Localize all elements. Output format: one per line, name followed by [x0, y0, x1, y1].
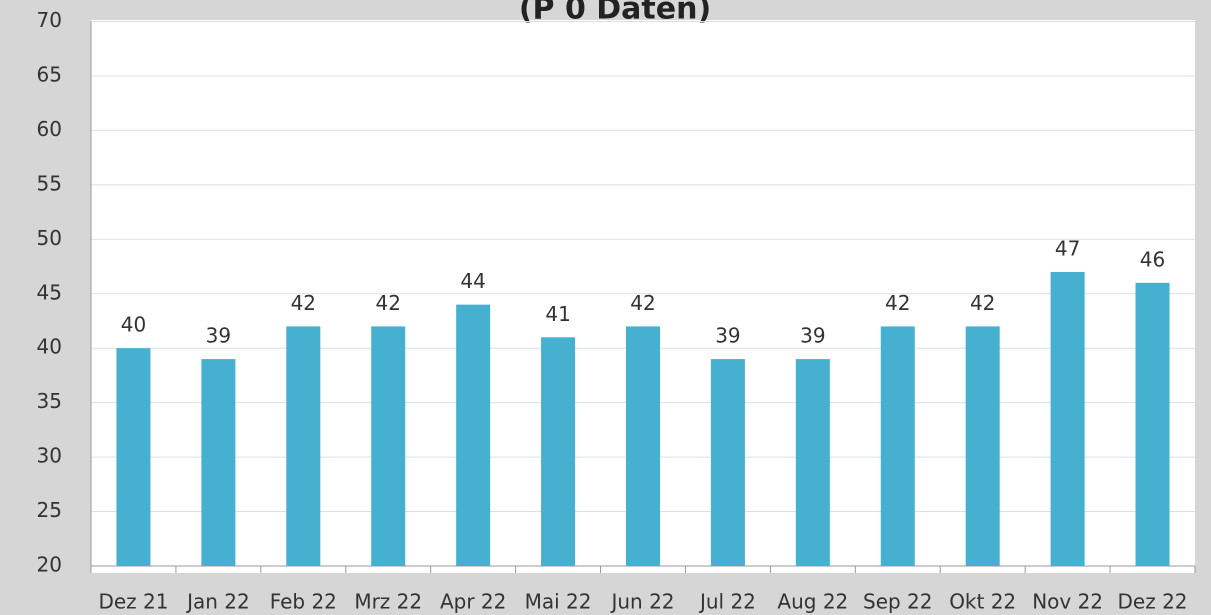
bar — [371, 326, 406, 566]
x-tick-label: Dez 22 — [1118, 590, 1188, 614]
x-tick-label: Aug 22 — [777, 590, 848, 614]
x-tick-label: Jun 22 — [609, 590, 674, 614]
bar — [965, 326, 1000, 566]
bar — [541, 337, 576, 566]
data-label: 47 — [1055, 236, 1080, 260]
y-tick-label: 60 — [37, 117, 62, 141]
x-tick-label: Apr 22 — [440, 590, 506, 614]
bar — [201, 359, 236, 566]
y-tick-label: 40 — [37, 335, 62, 359]
data-label: 41 — [545, 302, 570, 326]
bar — [795, 359, 830, 566]
y-tick-label: 55 — [37, 171, 62, 195]
data-label: 46 — [1140, 247, 1165, 271]
x-tick-label: Mai 22 — [525, 590, 592, 614]
bar — [286, 326, 321, 566]
chart-title: (P 0 Daten) — [519, 0, 711, 27]
bar — [1135, 282, 1170, 566]
y-tick-label: 50 — [37, 226, 62, 250]
data-label: 42 — [291, 291, 316, 315]
y-tick-label: 45 — [37, 280, 62, 304]
y-tick-label: 20 — [37, 553, 62, 577]
x-tick-label: Nov 22 — [1032, 590, 1103, 614]
data-label: 42 — [630, 291, 655, 315]
x-tick-label: Jan 22 — [185, 590, 250, 614]
data-label: 39 — [206, 324, 231, 348]
data-label: 39 — [715, 324, 740, 348]
x-tick-label: Jul 22 — [698, 590, 756, 614]
y-tick-label: 35 — [37, 389, 62, 413]
bar — [626, 326, 660, 566]
y-tick-label: 25 — [37, 498, 62, 522]
data-label: 40 — [121, 313, 146, 337]
data-label: 44 — [460, 269, 485, 293]
x-tick-label: Feb 22 — [270, 590, 337, 614]
data-label: 39 — [800, 324, 825, 348]
bar — [116, 348, 151, 566]
bar — [880, 326, 915, 566]
data-label: 42 — [970, 291, 995, 315]
data-label: 42 — [376, 291, 401, 315]
bar — [710, 359, 745, 566]
y-tick-label: 65 — [37, 62, 62, 86]
bar — [1050, 271, 1085, 566]
y-tick-label: 30 — [37, 444, 62, 468]
data-label: 42 — [885, 291, 910, 315]
x-tick-label: Sep 22 — [863, 590, 933, 614]
x-tick-label: Okt 22 — [949, 590, 1016, 614]
x-tick-label: Dez 21 — [98, 590, 168, 614]
x-tick-label: Mrz 22 — [354, 590, 422, 614]
bar — [456, 304, 491, 566]
y-tick-label: 70 — [37, 8, 62, 32]
